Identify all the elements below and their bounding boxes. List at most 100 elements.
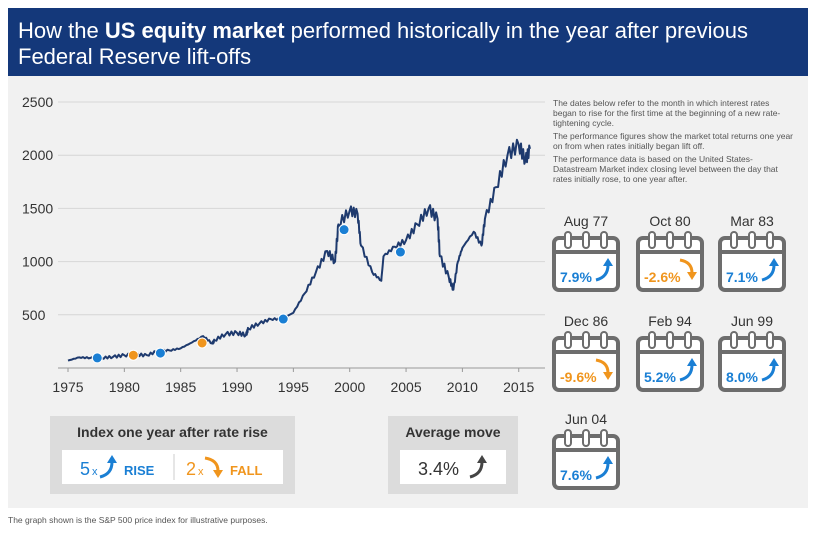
calendar-icon: -9.6%	[552, 331, 620, 392]
calendar-ring	[564, 429, 572, 447]
x-tick-label: 1975	[52, 379, 83, 395]
rise-arrow-head	[769, 358, 779, 366]
calendar-ring	[600, 331, 608, 349]
calendar-ring	[564, 331, 572, 349]
rise-arrow-shaft	[595, 264, 610, 282]
x-tick-label: 2010	[447, 379, 478, 395]
rise-x: x	[92, 466, 98, 478]
y-tick-label: 1500	[22, 200, 53, 216]
calendar-date: Mar 83	[730, 213, 774, 229]
note-1: The dates below refer to the month in wh…	[553, 98, 781, 128]
calendar-icon: 5.2%	[636, 331, 704, 392]
average-value-box: 3.4%	[400, 450, 506, 484]
average-title: Average move	[405, 424, 501, 440]
x-tick-label: 2005	[390, 379, 421, 395]
y-tick-label: 2500	[22, 94, 53, 110]
rise-arrow-shaft	[679, 364, 694, 382]
calendar-ring	[730, 231, 738, 249]
title-line-2: Federal Reserve lift-offs	[18, 44, 252, 69]
note-2: The performance figures show the market …	[553, 131, 794, 151]
calendar-date: Oct 80	[649, 213, 691, 229]
summary-counts: 5 x RISE 2 x FALL	[62, 450, 283, 484]
x-tick-label: 1980	[109, 379, 140, 395]
y-tick-label: 1000	[22, 254, 53, 270]
rise-arrow-icon	[679, 358, 697, 382]
calendar-value: -9.6%	[560, 369, 597, 385]
calendar-date: Jun 04	[564, 411, 608, 427]
calendar-ring	[748, 231, 756, 249]
x-tick-label: 1990	[221, 379, 252, 395]
calendar-ring	[684, 231, 692, 249]
calendar-5: Jun 99 8.0%	[718, 312, 786, 392]
calendar-ring	[766, 231, 774, 249]
calendar-ring	[666, 231, 674, 249]
calendar-2: Mar 83 7.1%	[718, 212, 786, 292]
rise-arrow-head	[603, 456, 613, 464]
average-move-box: Average move 3.4%	[388, 416, 518, 494]
rise-count: 5	[80, 459, 90, 479]
average-value: 3.4%	[418, 459, 459, 479]
rise-arrow-shaft	[761, 264, 776, 282]
rate-rise-marker-rise	[394, 246, 406, 258]
calendar-ring	[730, 331, 738, 349]
calendar-ring	[564, 231, 572, 249]
fall-label: FALL	[230, 463, 263, 478]
calendar-icon: 7.6%	[552, 429, 620, 490]
calendar-1: Oct 80 -2.6%	[636, 212, 704, 292]
calendar-icon: 7.1%	[718, 231, 786, 292]
rate-rise-marker-rise	[277, 313, 289, 325]
calendar-value: 7.1%	[726, 269, 758, 285]
fall-arrow-shaft	[595, 358, 610, 374]
note-3: The performance data is based on the Uni…	[553, 154, 778, 184]
calendar-date: Feb 94	[648, 313, 692, 329]
fall-arrow-icon	[595, 358, 613, 380]
x-tick-label: 2015	[503, 379, 534, 395]
calendar-ring	[600, 231, 608, 249]
notes: The dates below refer to the month in wh…	[553, 98, 793, 187]
header-banner: How the US equity market performed histo…	[8, 8, 808, 76]
rise-arrow-icon	[595, 258, 613, 282]
rate-rise-marker-fall	[196, 337, 208, 349]
rise-label: RISE	[124, 463, 155, 478]
rise-arrow-shaft	[595, 462, 610, 480]
summary-title: Index one year after rate rise	[77, 424, 268, 440]
calendar-ring	[766, 331, 774, 349]
calendar-6: Jun 04 7.6%	[552, 410, 620, 490]
fall-arrow-head	[603, 372, 613, 380]
y-tick-label: 2000	[22, 147, 53, 163]
calendar-ring	[648, 331, 656, 349]
fall-arrow-icon	[679, 258, 697, 280]
fall-arrow-shaft	[679, 258, 694, 274]
calendar-value: 8.0%	[726, 369, 758, 385]
calendar-ring	[684, 331, 692, 349]
rise-arrow-icon	[99, 455, 117, 479]
fall-x: x	[198, 466, 204, 478]
average-value-graphic: 3.4%	[418, 455, 487, 479]
calendar-ring	[582, 231, 590, 249]
fall-arrow-icon	[204, 456, 223, 478]
fall-arrow-head	[687, 272, 697, 280]
calendar-icon: 7.9%	[552, 231, 620, 292]
series-line	[67, 138, 531, 362]
calendar-value: 5.2%	[644, 369, 676, 385]
x-tick-label: 1995	[278, 379, 309, 395]
rise-arrow-head	[603, 258, 613, 266]
calendar-value: -2.6%	[644, 269, 681, 285]
rise-arrow-icon	[595, 456, 613, 480]
calendar-ring	[748, 331, 756, 349]
y-tick-label: 500	[22, 307, 46, 323]
calendar-value: 7.9%	[560, 269, 592, 285]
rise-arrow-icon	[761, 258, 779, 282]
calendar-ring	[582, 331, 590, 349]
calendar-3: Dec 86 -9.6%	[552, 312, 620, 392]
rise-arrow-shaft	[761, 364, 776, 382]
x-tick-label: 2000	[334, 379, 365, 395]
x-tick-label: 1985	[165, 379, 196, 395]
rate-rise-summary: Index one year after rate rise 5 x RISE …	[50, 416, 295, 494]
summary-counts-graphic: 5 x RISE 2 x FALL	[80, 454, 263, 480]
calendar-0: Aug 77 7.9%	[552, 212, 620, 292]
calendar-icon: 8.0%	[718, 331, 786, 392]
calendar-date: Aug 77	[563, 213, 609, 229]
fall-count: 2	[186, 459, 196, 479]
